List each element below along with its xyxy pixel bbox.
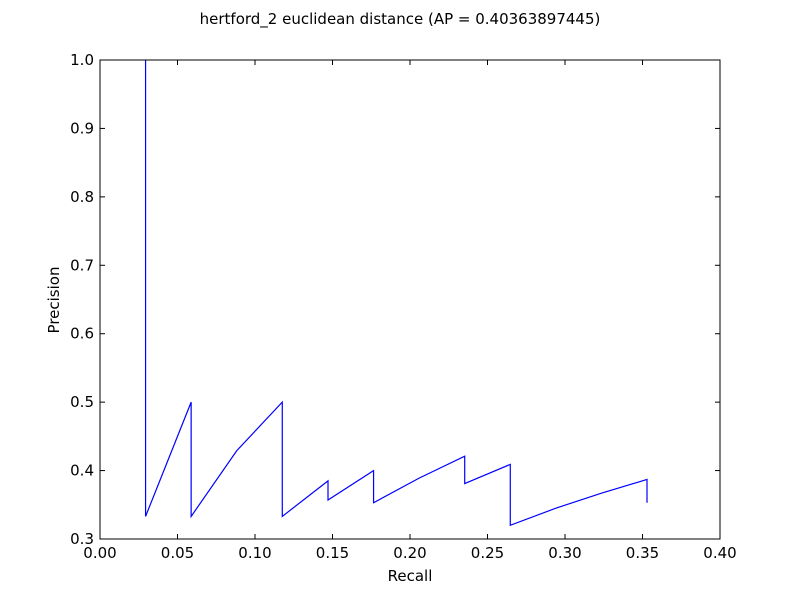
series-line-precision-recall	[144, 60, 648, 527]
y-tick-label: 0.5	[70, 393, 94, 411]
y-axis-label: Precision	[45, 267, 63, 334]
x-tick-label: 0.15	[316, 544, 349, 562]
x-tick-label: 0.25	[471, 544, 504, 562]
plot-frame	[100, 60, 720, 539]
y-tick-label: 0.4	[70, 462, 94, 480]
y-tick-label: 0.9	[70, 119, 94, 137]
y-tick-label: 1.0	[70, 51, 94, 69]
x-axis-label: Recall	[388, 567, 433, 585]
x-tick-label: 0.35	[626, 544, 659, 562]
y-tick-label: 0.6	[70, 325, 94, 343]
x-tick-label: 0.05	[161, 544, 194, 562]
plot-border	[99, 59, 721, 540]
y-tick-label: 0.8	[70, 188, 94, 206]
y-tick-label: 0.3	[70, 530, 94, 548]
x-tick-label: 0.10	[238, 544, 271, 562]
x-tick-label: 0.40	[703, 544, 736, 562]
x-tick-label: 0.30	[548, 544, 581, 562]
chart-title: hertford_2 euclidean distance (AP = 0.40…	[200, 10, 601, 29]
x-tick-label: 0.00	[83, 544, 116, 562]
y-tick-label: 0.7	[70, 256, 94, 274]
x-tick-label: 0.20	[393, 544, 426, 562]
